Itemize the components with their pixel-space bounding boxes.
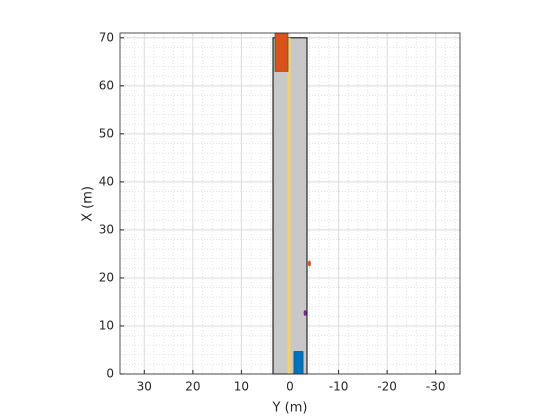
y-tick-label: 20	[99, 270, 114, 284]
y-axis-label: X (m)	[81, 186, 96, 222]
x-tick-label: 10	[234, 380, 249, 394]
vehicle	[274, 32, 289, 72]
y-tick-label: 0	[106, 367, 114, 381]
vehicle	[293, 351, 304, 375]
x-tick-label: -30	[426, 380, 446, 394]
y-tick-label: 50	[99, 126, 114, 140]
y-tick-label: 30	[99, 222, 114, 236]
y-tick-label: 60	[99, 78, 114, 92]
x-tick-label: 30	[137, 380, 152, 394]
x-tick-label: -10	[329, 380, 349, 394]
x-tick-label: 20	[185, 380, 200, 394]
x-tick-label: 0	[286, 380, 294, 394]
x-axis-label: Y (m)	[272, 401, 308, 416]
y-tick-label: 40	[99, 174, 114, 188]
marker	[307, 260, 311, 267]
y-tick-label: 10	[99, 318, 114, 332]
marker	[303, 310, 307, 317]
y-tick-label: 70	[99, 30, 114, 44]
x-tick-label: -20	[377, 380, 397, 394]
axes-box	[119, 32, 461, 375]
